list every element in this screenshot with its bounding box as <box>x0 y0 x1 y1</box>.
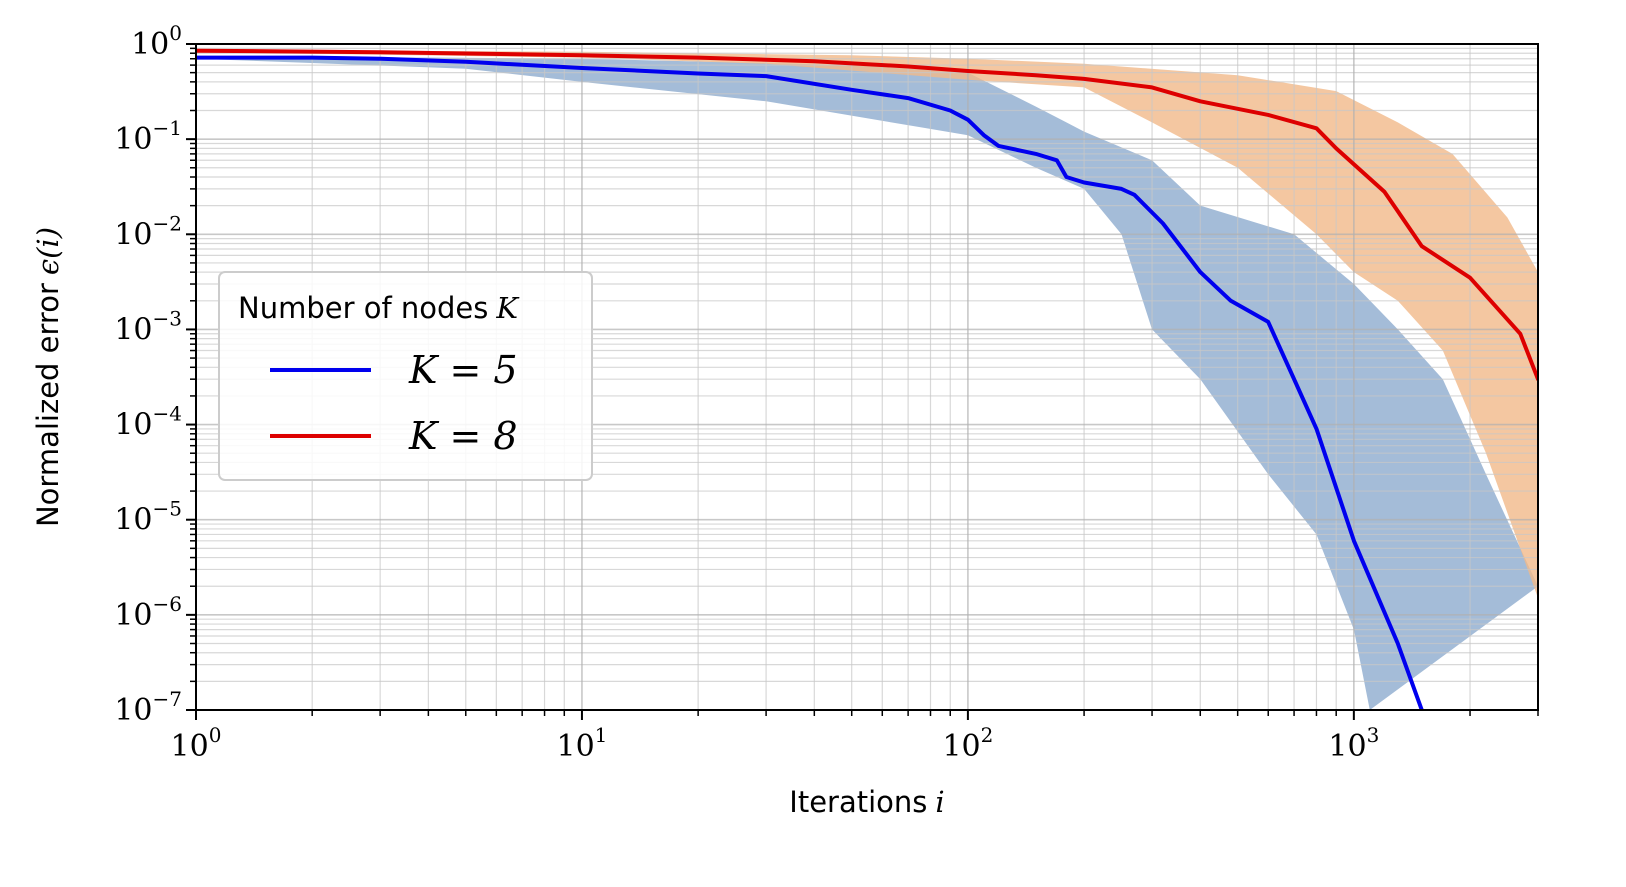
band-series-1 <box>196 55 1538 710</box>
series-lines <box>196 48 1538 710</box>
x-axis-label: Iterations i <box>789 785 944 819</box>
y-tick-labels: 100 10−1 10−2 10−3 10−4 10−5 10−6 10−7 <box>114 21 182 728</box>
y-tick-label: 10−2 <box>114 211 182 252</box>
legend-label-1: K = 5 <box>408 348 518 392</box>
legend-title: Number of nodes K <box>238 291 520 325</box>
confidence-bands <box>196 49 1538 710</box>
line-series-2 <box>196 48 1538 382</box>
y-tick-label: 10−5 <box>114 497 182 538</box>
y-axis-label: Normalized errorϵ(i) <box>31 227 65 527</box>
y-tick-label: 100 <box>131 21 182 62</box>
legend-box <box>218 271 593 481</box>
legend-label-2: K = 8 <box>408 414 518 458</box>
y-tick-label: 10−6 <box>114 592 182 633</box>
plot-frame <box>195 43 1539 711</box>
x-tick-label: 102 <box>942 723 993 764</box>
x-tick-label: 101 <box>556 723 607 764</box>
y-tick-label: 10−7 <box>114 687 182 728</box>
x-tick-label: 103 <box>1328 723 1379 764</box>
y-tick-label: 10−1 <box>114 116 182 157</box>
y-tick-label: 10−3 <box>114 306 182 347</box>
minor-grid <box>196 44 1539 710</box>
x-tick-label: 100 <box>171 723 222 764</box>
x-tick-labels: 100 101 102 103 <box>171 723 1380 764</box>
axis-ticks <box>186 43 1539 720</box>
line-series-1 <box>196 55 1424 710</box>
legend: Number of nodes K K = 5 K = 8 <box>218 271 593 481</box>
y-tick-label: 10−4 <box>114 402 182 443</box>
